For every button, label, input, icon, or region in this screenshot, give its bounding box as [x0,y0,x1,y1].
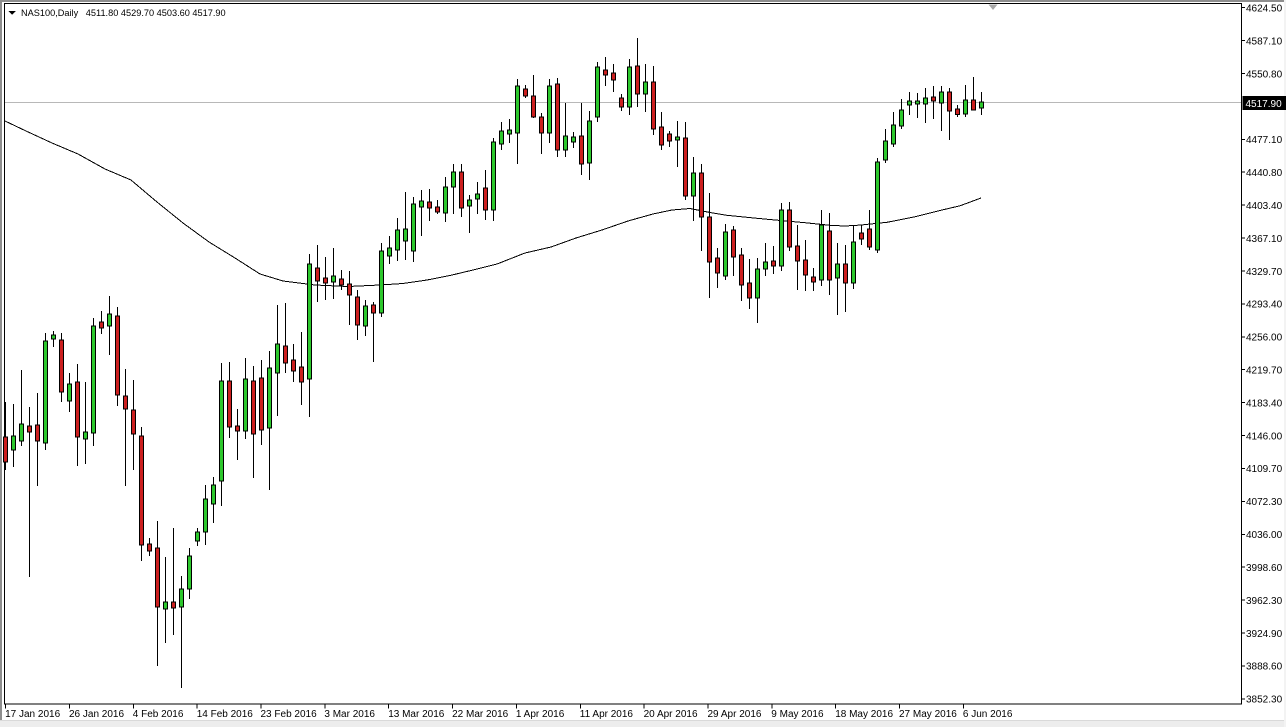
svg-text:4477.10: 4477.10 [1246,135,1283,146]
svg-text:18 May 2016: 18 May 2016 [835,709,893,720]
svg-text:4587.10: 4587.10 [1246,36,1283,47]
svg-text:4109.70: 4109.70 [1246,464,1283,475]
svg-text:4511.80 4529.70 4503.60 4517.9: 4511.80 4529.70 4503.60 4517.90 [86,8,226,18]
svg-text:3 Mar 2016: 3 Mar 2016 [324,709,375,720]
svg-text:3852.30: 3852.30 [1246,695,1283,706]
svg-text:4624.50: 4624.50 [1246,4,1283,15]
svg-text:4219.70: 4219.70 [1246,366,1283,377]
svg-text:27 May 2016: 27 May 2016 [899,709,957,720]
svg-text:3924.90: 3924.90 [1246,629,1283,640]
svg-text:20 Apr 2016: 20 Apr 2016 [644,709,698,720]
svg-text:22 Mar 2016: 22 Mar 2016 [452,709,509,720]
svg-text:4036.00: 4036.00 [1246,530,1283,541]
svg-text:23 Feb 2016: 23 Feb 2016 [261,709,318,720]
svg-text:14 Feb 2016: 14 Feb 2016 [197,709,254,720]
svg-text:6 Jun 2016: 6 Jun 2016 [963,709,1013,720]
svg-text:26 Jan 2016: 26 Jan 2016 [69,709,124,720]
svg-text:1 Apr 2016: 1 Apr 2016 [516,709,565,720]
svg-text:4367.10: 4367.10 [1246,234,1283,245]
svg-text:4403.40: 4403.40 [1246,201,1283,212]
svg-text:3962.30: 3962.30 [1246,596,1283,607]
svg-text:4440.80: 4440.80 [1246,168,1283,179]
svg-text:4256.00: 4256.00 [1246,333,1283,344]
svg-text:4550.80: 4550.80 [1246,69,1283,80]
svg-text:3998.60: 3998.60 [1246,563,1283,574]
svg-text:4183.40: 4183.40 [1246,398,1283,409]
svg-text:NAS100,Daily: NAS100,Daily [21,8,79,18]
svg-text:11 Apr 2016: 11 Apr 2016 [580,709,634,720]
svg-text:4329.70: 4329.70 [1246,267,1283,278]
svg-text:4072.30: 4072.30 [1246,497,1283,508]
svg-text:13 Mar 2016: 13 Mar 2016 [388,709,445,720]
svg-text:29 Apr 2016: 29 Apr 2016 [708,709,762,720]
svg-text:3888.60: 3888.60 [1246,662,1283,673]
svg-text:4146.00: 4146.00 [1246,431,1283,442]
svg-text:4 Feb 2016: 4 Feb 2016 [133,709,184,720]
svg-text:9 May 2016: 9 May 2016 [771,709,824,720]
svg-text:4293.40: 4293.40 [1246,300,1283,311]
svg-text:4517.90: 4517.90 [1246,99,1283,110]
svg-text:17 Jan 2016: 17 Jan 2016 [5,709,60,720]
